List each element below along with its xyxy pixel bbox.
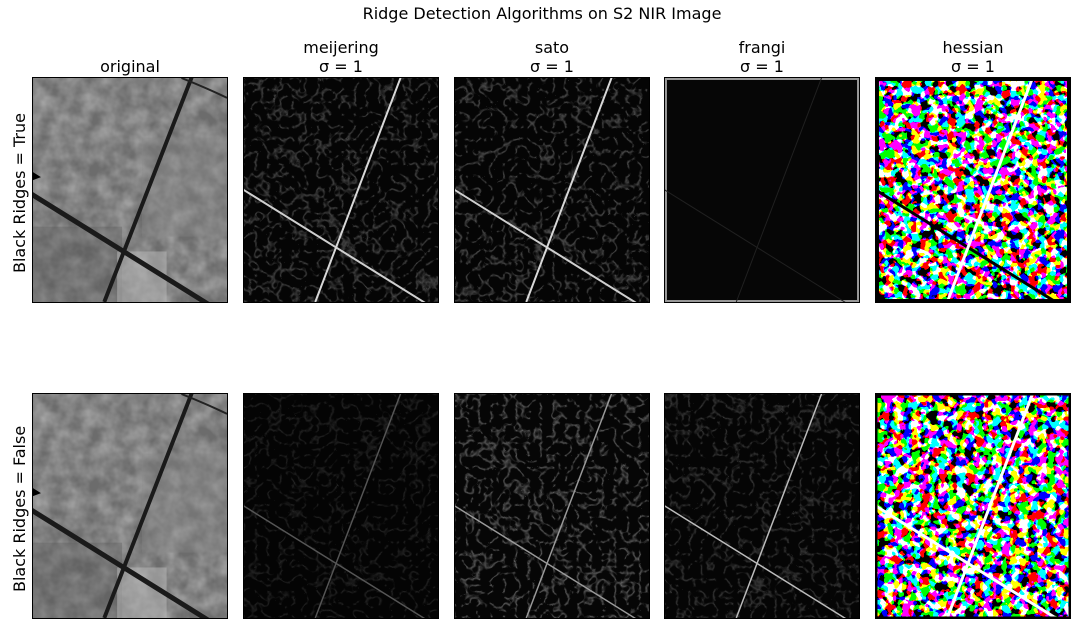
- column-name: frangi: [664, 38, 860, 57]
- column-name: meijering: [243, 38, 439, 57]
- column-title-meijering: meijering σ = 1: [243, 38, 439, 76]
- column-title-sato: sato σ = 1: [454, 38, 650, 76]
- column-sigma: σ = 1: [243, 57, 439, 76]
- panel-frangi-black-true: [664, 77, 860, 303]
- column-sigma: σ = 1: [875, 57, 1071, 76]
- panel-meijering-black-false: [243, 393, 439, 619]
- panel-hessian-black-false: [875, 393, 1071, 619]
- panel-sato-black-true: [454, 77, 650, 303]
- column-sigma: σ = 1: [454, 57, 650, 76]
- figure-title: Ridge Detection Algorithms on S2 NIR Ima…: [0, 4, 1084, 23]
- column-sigma: σ = 1: [664, 57, 860, 76]
- panel-original-black-false: [32, 393, 228, 619]
- panel-sato-black-false: [454, 393, 650, 619]
- column-name: hessian: [875, 38, 1071, 57]
- panel-meijering-black-true: [243, 77, 439, 303]
- column-name: original: [32, 57, 228, 76]
- column-title-hessian: hessian σ = 1: [875, 38, 1071, 76]
- panel-frangi-black-false: [664, 393, 860, 619]
- column-name: sato: [454, 38, 650, 57]
- panel-original-black-true: [32, 77, 228, 303]
- row-label-black-ridges-true: Black Ridges = True: [10, 113, 29, 273]
- column-title-original: original: [32, 57, 228, 76]
- row-label-black-ridges-false: Black Ridges = False: [10, 426, 29, 592]
- column-title-frangi: frangi σ = 1: [664, 38, 860, 76]
- panel-hessian-black-true: [875, 77, 1071, 303]
